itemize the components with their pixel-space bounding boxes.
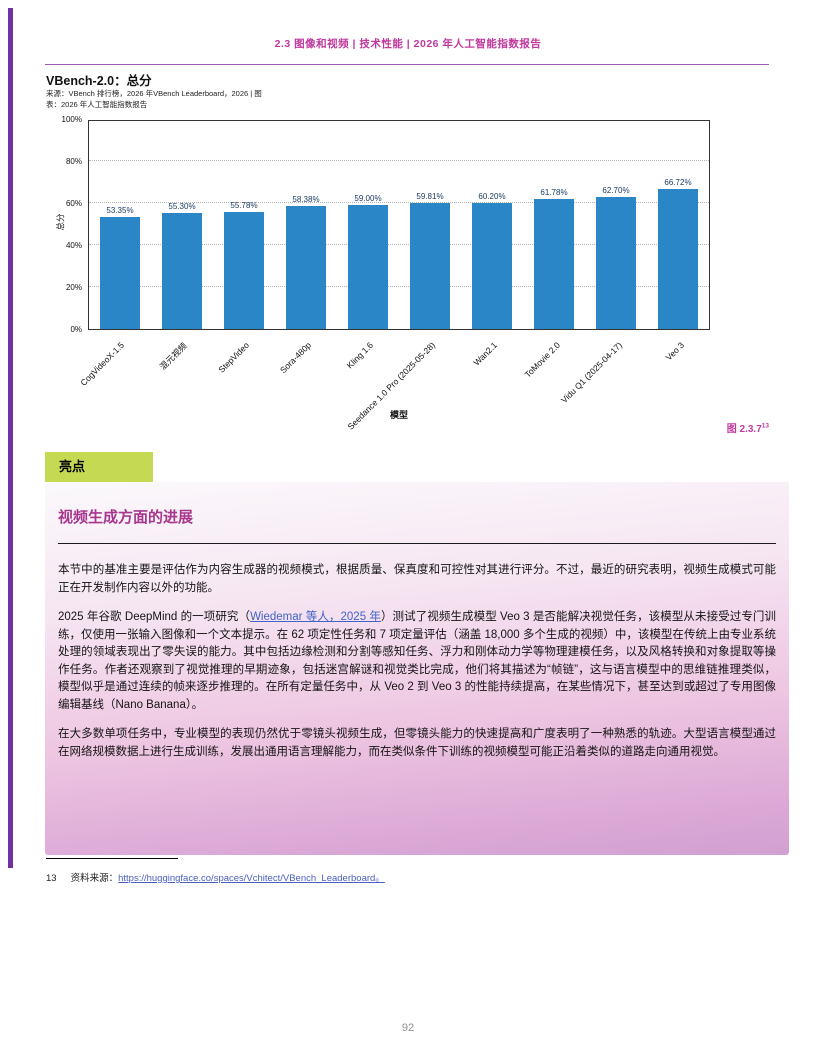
figure-number: 图 2.3.713 — [45, 420, 769, 435]
wiedemar-citation-link[interactable]: Wiedemar 等人，2025 年 — [250, 611, 381, 623]
figure-number-text: 图 2.3.7 — [726, 424, 762, 435]
chart-bars: 53.35% 55.30% 55.78% 58.38% 59.00% 59.81% 60.2… — [89, 121, 709, 329]
highlight-divider — [58, 543, 776, 544]
bar-value-label: 55.30% — [168, 201, 196, 211]
y-axis-label: 总分 — [55, 213, 66, 231]
highlight-title: 视频生成方面的进展 — [58, 509, 194, 526]
highlight-tag: 亮点 — [45, 452, 153, 482]
bar-column: 62.70% — [585, 121, 647, 329]
bar — [596, 197, 636, 329]
footnote-divider — [46, 858, 178, 859]
x-tick-label: 混元视频 — [157, 340, 190, 372]
highlight-paragraph-1: 本节中的基准主要是评估作为内容生成器的视频模式，根据质量、保真度和可控性对其进行… — [58, 564, 776, 594]
x-tick-label: Vidu Q1 (2025-04-17) — [558, 340, 624, 406]
bar-column: 59.00% — [337, 121, 399, 329]
gridline — [89, 286, 709, 287]
header-divider — [45, 64, 769, 65]
bar-value-label: 60.20% — [478, 191, 506, 201]
page-header-breadcrumb: 2.3 图像和视频 | 技术性能 | 2026 年人工智能指数报告 — [274, 38, 542, 50]
highlight-paragraph-3: 在大多数单项任务中，专业模型的表现仍然优于零镜头视频生成，但零镜头能力的快速提高… — [58, 728, 776, 758]
bar-value-label: 53.35% — [106, 205, 134, 215]
bar — [224, 211, 264, 329]
bar-column: 59.81% — [399, 121, 461, 329]
gridline — [89, 202, 709, 203]
footnote-label: 资料来源： — [70, 873, 119, 884]
x-tick-label: Sora-480p — [277, 340, 313, 376]
figure-footnote-ref: 13 — [761, 422, 769, 430]
bar — [286, 206, 326, 329]
bar-value-label: 59.81% — [416, 192, 444, 202]
x-tick-label: Wan2.1 — [471, 340, 500, 368]
highlight-box: 视频生成方面的进展 本节中的基准主要是评估作为内容生成器的视频模式，根据质量、保… — [45, 482, 789, 855]
bar-value-label: 61.78% — [540, 188, 568, 198]
x-axis-ticks: CogVideoX-1.5 混元视频 StepVideo Sora-480p Kling… — [78, 334, 710, 432]
bar-column: 55.30% — [151, 121, 213, 329]
bar-value-label: 58.38% — [292, 195, 320, 205]
x-tick-label: StepVideo — [215, 340, 251, 375]
bar — [658, 188, 698, 329]
chart-source-line1: 来源：VBench 排行榜，2026 年VBench Leaderboard，2… — [46, 89, 262, 98]
gridline — [89, 160, 709, 161]
bar-value-label: 62.70% — [602, 186, 630, 196]
bar — [472, 202, 512, 329]
y-tick-label: 0% — [70, 325, 82, 334]
footnote-number: 13 — [46, 873, 57, 884]
x-tick-label: CogVideoX-1.5 — [78, 340, 127, 388]
bar-value-label: 55.78% — [230, 200, 258, 210]
y-tick-label: 60% — [65, 199, 82, 208]
bar-value-label: 66.72% — [664, 177, 692, 187]
x-tick-label: Kling 1.6 — [344, 340, 375, 371]
bar — [162, 212, 202, 329]
bar — [534, 199, 574, 329]
x-tick-label: ToMovie 2.0 — [522, 340, 562, 380]
paragraph-2-text-after: ）测试了视频生成模型 Veo 3 是否能解决视觉任务，该模型从未接受过专门训练，… — [58, 611, 776, 711]
x-axis-label: 模型 — [389, 410, 408, 420]
bar — [100, 216, 140, 329]
bar — [410, 203, 450, 329]
y-tick-label: 20% — [65, 283, 82, 292]
y-tick-label: 100% — [61, 115, 82, 124]
paragraph-2-text-before: 2025 年谷歌 DeepMind 的一项研究（ — [58, 611, 251, 623]
bar — [348, 205, 388, 329]
y-tick-label: 80% — [65, 157, 82, 166]
page-number: 92 — [401, 1022, 415, 1034]
footnote: 13 资料来源：https://huggingface.co/spaces/Vch… — [46, 870, 385, 884]
y-axis-ticks: 0% 20% 40% 60% 80% 100% — [0, 115, 84, 334]
chart-source: 来源：VBench 排行榜，2026 年VBench Leaderboard，2… — [46, 88, 262, 110]
bar-column: 53.35% — [89, 121, 151, 329]
bar-column: 55.78% — [213, 121, 275, 329]
chart-source-line2: 表：2026 年人工智能指数报告 — [46, 100, 148, 109]
bar-column: 66.72% — [647, 121, 709, 329]
bar-column: 58.38% — [275, 121, 337, 329]
gridline — [89, 244, 709, 245]
bar-value-label: 59.00% — [354, 194, 382, 204]
vbench-bar-chart: 53.35% 55.30% 55.78% 58.38% 59.00% 59.81% 60.2… — [88, 120, 710, 330]
bar-column: 60.20% — [461, 121, 523, 329]
footnote-source-link[interactable]: https://huggingface.co/spaces/Vchitect/V… — [118, 873, 385, 884]
bar-column: 61.78% — [523, 121, 585, 329]
x-tick-label: Seedance 1.0 Pro (2025-05-28) — [345, 340, 438, 432]
left-accent-bar — [8, 8, 13, 868]
x-tick-label: Veo 3 — [663, 340, 686, 363]
y-tick-label: 40% — [65, 241, 82, 250]
highlight-paragraph-2: 2025 年谷歌 DeepMind 的一项研究（Wiedemar 等人，2025… — [58, 609, 776, 714]
chart-title: VBench-2.0：总分 — [46, 74, 152, 88]
